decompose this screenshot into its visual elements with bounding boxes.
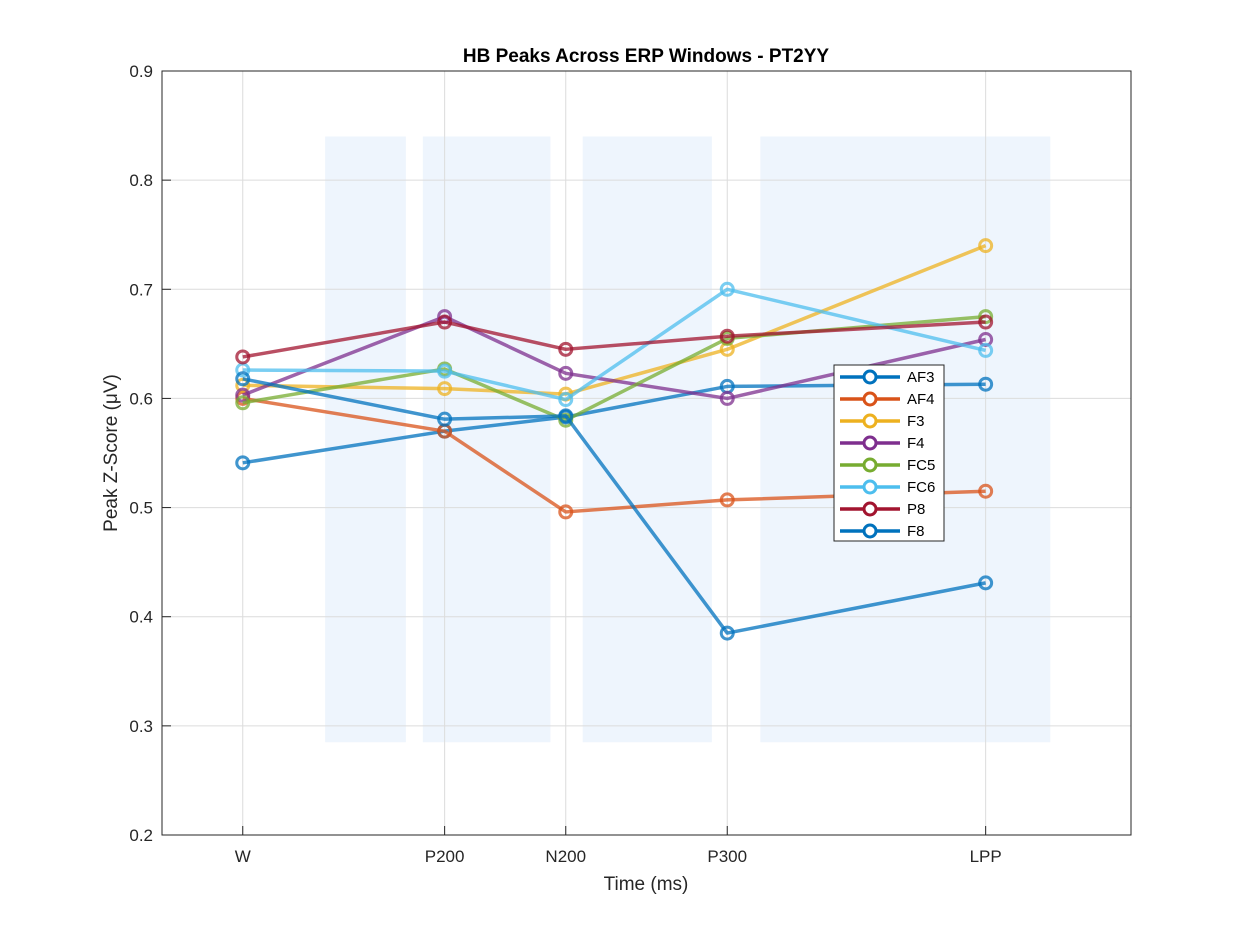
data-point-f3-p200: [437, 381, 453, 397]
data-point-af4-p300: [719, 492, 735, 508]
data-point-f8-p200: [437, 411, 453, 427]
data-point-af3-lpp: [978, 376, 994, 392]
y-tick-label-2: 0.4: [129, 608, 153, 627]
legend-marker-f8: [862, 523, 878, 539]
series-af4: [235, 390, 994, 520]
legend-label-af4: AF4: [907, 391, 935, 408]
y-tick-label-0: 0.2: [129, 826, 153, 845]
legend-box: [833, 364, 945, 542]
legend-marker-fc6: [862, 479, 878, 495]
legend-label-f4: F4: [907, 435, 925, 452]
shaded-window-3: [582, 136, 712, 743]
legend-label-f8: F8: [907, 523, 925, 540]
data-point-f8-p300: [719, 625, 735, 641]
series-layer: [235, 238, 994, 641]
legend-marker-af4: [862, 391, 878, 407]
x-tick-label-w: W: [235, 847, 251, 866]
data-point-fc6-p200: [437, 363, 453, 379]
plot-frame: [161, 70, 1132, 836]
legend-label-af3: AF3: [907, 369, 935, 386]
data-point-fc6-lpp: [978, 342, 994, 358]
data-point-p8-lpp: [978, 314, 994, 330]
legend-label-p8: P8: [907, 501, 925, 518]
legend-item-f4: F4: [840, 435, 925, 452]
y-tick-label-6: 0.8: [129, 171, 153, 190]
x-tick-label-p300: P300: [707, 847, 747, 866]
legend-marker-fc5: [862, 457, 878, 473]
data-point-fc6-n200: [558, 392, 574, 408]
data-point-p8-n200: [558, 341, 574, 357]
data-point-f8-lpp: [978, 575, 994, 591]
y-axis-label: Peak Z-Score (μV): [101, 374, 122, 532]
data-point-f4-n200: [558, 365, 574, 381]
data-point-p8-p300: [719, 328, 735, 344]
x-tick-label-lpp: LPP: [970, 847, 1002, 866]
axes: [161, 70, 1132, 836]
data-point-fc6-p300: [719, 281, 735, 297]
legend-marker-p8: [862, 501, 878, 517]
x-ticks: W P200 N200 P300 LPP: [235, 826, 1002, 866]
chart-title: HB Peaks Across ERP Windows - PT2YY: [463, 46, 830, 67]
series-f8: [235, 371, 994, 641]
series-line-af4: [242, 396, 986, 514]
y-tick-label-4: 0.6: [129, 389, 153, 408]
legend-marker-af3: [862, 369, 878, 385]
data-point-f8-w: [235, 371, 251, 387]
legend-item-af3: AF3: [840, 369, 935, 386]
legend: AF3 AF4 F3 F4 FC5 FC6 P8 F8: [833, 364, 945, 542]
legend-item-f3: F3: [840, 413, 925, 430]
data-point-p8-p200: [437, 314, 453, 330]
x-tick-label-p200: P200: [425, 847, 465, 866]
series-line-f4: [242, 314, 987, 401]
data-point-p8-w: [235, 349, 251, 365]
legend-item-f8: F8: [840, 523, 925, 540]
data-point-f8-n200: [558, 408, 574, 424]
series-line-p8: [242, 320, 986, 359]
legend-item-fc5: FC5: [840, 457, 935, 474]
x-tick-label-n200: N200: [545, 847, 586, 866]
series-line-fc6: [242, 287, 987, 402]
data-point-af4-lpp: [978, 483, 994, 499]
legend-label-fc5: FC5: [907, 457, 935, 474]
legend-marker-f3: [862, 413, 878, 429]
legend-item-af4: AF4: [840, 391, 935, 408]
legend-label-fc6: FC6: [907, 479, 935, 496]
y-tick-label-3: 0.5: [129, 499, 153, 518]
y-tick-label-1: 0.3: [129, 717, 153, 736]
data-point-f3-lpp: [978, 238, 994, 254]
shaded-window-2: [422, 136, 551, 743]
legend-marker-f4: [862, 435, 878, 451]
series-p8: [235, 314, 994, 365]
legend-item-p8: P8: [840, 501, 925, 518]
x-axis-label: Time (ms): [604, 874, 689, 895]
series-line-f8: [242, 377, 986, 635]
legend-label-f3: F3: [907, 413, 925, 430]
legend-item-fc6: FC6: [840, 479, 935, 496]
data-point-f4-p300: [719, 390, 735, 406]
y-tick-label-7: 0.9: [129, 62, 153, 81]
y-ticks: 0.2 0.3 0.4 0.5 0.6 0.7 0.8 0.9: [129, 62, 171, 845]
y-tick-label-5: 0.7: [129, 280, 153, 299]
data-point-af3-w: [235, 455, 251, 471]
data-point-af4-n200: [558, 504, 574, 520]
data-point-fc5-w: [235, 395, 251, 411]
